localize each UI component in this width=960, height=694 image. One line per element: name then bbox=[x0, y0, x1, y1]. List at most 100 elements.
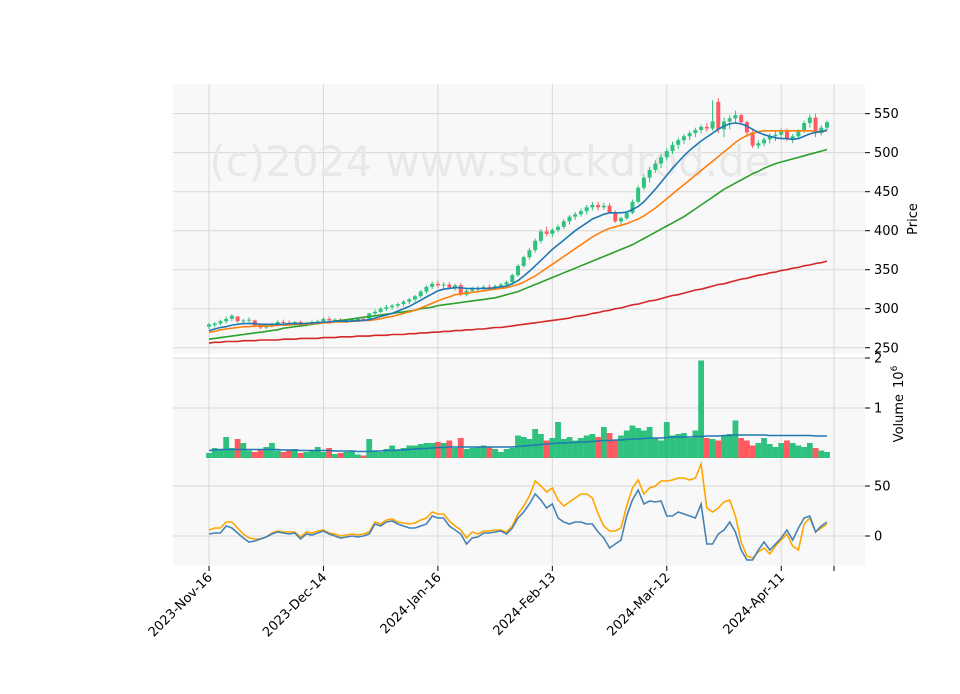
indicator-blue-line bbox=[208, 488, 828, 561]
volume-bar bbox=[297, 453, 304, 458]
volume-axis-label-sup: 6 bbox=[890, 365, 900, 371]
candle-body bbox=[229, 315, 234, 319]
volume-bar bbox=[646, 427, 653, 458]
volume-bar bbox=[658, 440, 664, 458]
volume-bar bbox=[812, 448, 819, 458]
x-tick-label: 2024-Jan-16 bbox=[378, 570, 445, 637]
candle-body bbox=[315, 321, 320, 323]
volume-bar bbox=[721, 435, 727, 458]
volume-bar bbox=[715, 440, 722, 458]
candle-body bbox=[538, 231, 543, 241]
candle-body bbox=[573, 214, 578, 217]
volume-bar bbox=[246, 450, 252, 458]
candle-body bbox=[647, 169, 652, 178]
volume-bar bbox=[766, 444, 773, 458]
volume-bar bbox=[211, 448, 218, 458]
candle-body bbox=[813, 117, 818, 134]
volume-bar bbox=[406, 445, 413, 458]
volume-bar bbox=[400, 448, 407, 458]
volume-bar bbox=[309, 450, 315, 458]
volume-bar bbox=[824, 452, 830, 458]
volume-ma-line bbox=[208, 434, 827, 453]
candle-body bbox=[418, 291, 423, 297]
volume-bar bbox=[492, 449, 499, 458]
candle-body bbox=[544, 231, 549, 234]
price-candles bbox=[207, 98, 829, 330]
volume-bar bbox=[434, 442, 441, 458]
candle-body bbox=[516, 265, 520, 276]
grid-layer bbox=[173, 84, 865, 566]
candle-body bbox=[636, 187, 641, 202]
volume-tick-label: 1 bbox=[874, 402, 882, 417]
candle-body bbox=[441, 284, 446, 286]
volume-bar bbox=[686, 438, 693, 458]
volume-bar bbox=[755, 443, 762, 458]
candle-body bbox=[744, 122, 749, 133]
candle-body bbox=[601, 205, 606, 208]
volume-bar bbox=[589, 434, 596, 458]
candle-body bbox=[407, 299, 412, 302]
candle-body bbox=[727, 118, 732, 122]
volume-bar bbox=[566, 437, 573, 458]
volume-bar bbox=[475, 447, 481, 458]
volume-bar bbox=[440, 443, 447, 458]
volume-bar bbox=[635, 428, 642, 458]
candle-body bbox=[676, 140, 681, 145]
volume-bar bbox=[509, 448, 516, 458]
volume-axis-label-exp: 10 bbox=[892, 371, 907, 388]
candle-body bbox=[653, 163, 658, 170]
candle-body bbox=[550, 229, 555, 234]
price-tick-label: 350 bbox=[874, 263, 899, 278]
price-tick-label: 550 bbox=[874, 107, 899, 122]
volume-bar bbox=[503, 449, 510, 458]
volume-bar bbox=[669, 435, 676, 458]
candle-body bbox=[796, 130, 801, 137]
candle-body bbox=[218, 321, 223, 324]
candle-body bbox=[395, 304, 400, 306]
candle-body bbox=[624, 212, 629, 219]
volume-bar bbox=[743, 440, 750, 458]
watermark: (c)2024 www.stockdrod.de bbox=[209, 137, 770, 186]
volume-bar bbox=[286, 450, 293, 458]
candle-body bbox=[578, 211, 583, 215]
volume-tick-label: 2 bbox=[874, 352, 882, 367]
candle-body bbox=[613, 211, 618, 222]
candle-body bbox=[750, 132, 755, 146]
volume-bar bbox=[618, 435, 624, 458]
volume-bar bbox=[412, 445, 418, 458]
candle-body bbox=[435, 283, 440, 286]
volume-axis-label-text: Volume bbox=[892, 394, 907, 442]
volume-bar bbox=[738, 438, 745, 458]
price-panel-bg bbox=[173, 84, 865, 354]
volume-bar bbox=[360, 455, 367, 458]
volume-bar bbox=[389, 445, 396, 458]
candle-body bbox=[807, 117, 812, 124]
candle-body bbox=[207, 324, 211, 327]
volume-bar bbox=[623, 430, 630, 458]
volume-bar bbox=[600, 427, 607, 458]
volume-bar bbox=[377, 452, 384, 458]
candle-body bbox=[779, 131, 784, 135]
candle-body bbox=[390, 305, 395, 308]
volume-bar bbox=[549, 438, 556, 458]
candle-body bbox=[372, 311, 377, 314]
x-tick-label: 2024-Mar-12 bbox=[605, 570, 674, 639]
volume-bar bbox=[532, 429, 539, 458]
candle-body bbox=[607, 205, 612, 212]
candle-body bbox=[561, 221, 566, 227]
price-tick-label: 450 bbox=[874, 185, 899, 200]
candle-body bbox=[247, 319, 252, 321]
volume-bar bbox=[291, 449, 298, 458]
volume-bar bbox=[543, 440, 550, 458]
volume-bar bbox=[640, 430, 647, 458]
candle-body bbox=[470, 289, 475, 291]
candle-body bbox=[802, 123, 807, 131]
candle-body bbox=[762, 139, 767, 144]
candle-body bbox=[498, 284, 503, 287]
candle-body bbox=[413, 296, 417, 300]
candle-body bbox=[481, 286, 486, 289]
price-tick-label: 250 bbox=[874, 341, 899, 356]
ma-long-line bbox=[208, 260, 828, 344]
